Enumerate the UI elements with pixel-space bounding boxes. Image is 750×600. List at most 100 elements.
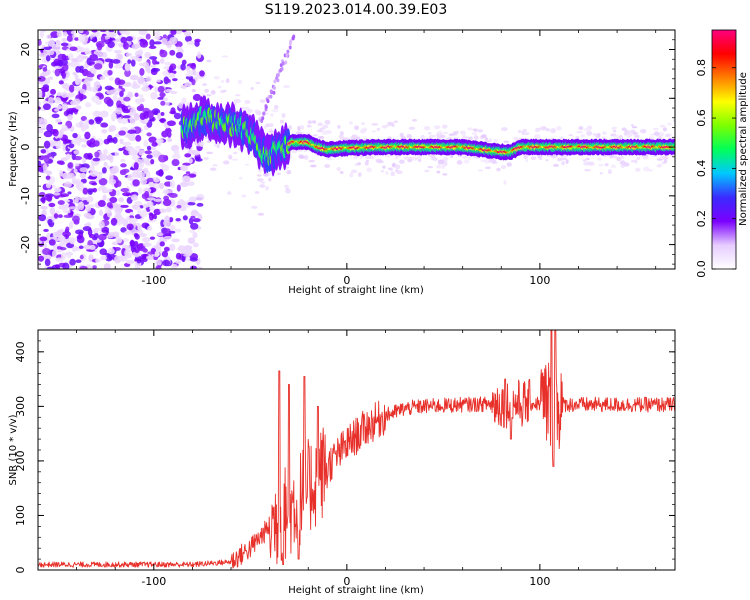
spectrogram-speckle: [122, 192, 131, 197]
spectrogram-speckle: [114, 151, 119, 157]
spectrogram-speckle: [180, 63, 186, 71]
spectrogram-speckle: [188, 158, 193, 164]
spectrogram-speckle: [144, 190, 150, 198]
spectrogram-speckle: [68, 84, 75, 93]
spectrogram-speckle: [94, 116, 103, 122]
spectrogram-speckle: [154, 35, 161, 40]
spectrogram-speckle: [366, 167, 372, 172]
spectrogram-speckle: [243, 106, 250, 110]
spectrogram-speckle: [142, 82, 150, 88]
spectrogram-speckle: [462, 156, 468, 159]
spectrogram-speckle: [91, 182, 98, 186]
spectrogram-speckle: [467, 127, 473, 131]
spectrogram-speckle: [74, 195, 79, 204]
spectrogram-speckle: [65, 153, 71, 160]
spectrogram-speckle: [523, 155, 528, 159]
spectrogram-speckle: [71, 215, 80, 223]
spectrogram-speckle: [612, 156, 619, 159]
spectrogram-speckle: [57, 132, 63, 139]
spectrogram-speckle: [312, 134, 318, 137]
spectrogram-speckle: [337, 124, 341, 129]
spectrogram-speckle: [103, 148, 108, 155]
spectrogram-speckle: [92, 187, 97, 193]
spectrogram-speckle: [53, 213, 59, 219]
spectrogram-speckle: [195, 157, 203, 162]
spectrogram-speckle: [143, 111, 150, 119]
spectrogram-speckle: [122, 237, 129, 242]
spectrogram-speckle: [61, 38, 67, 42]
spectrogram-speckle: [53, 192, 61, 196]
x-tick-label: 100: [529, 274, 550, 287]
spectrogram-speckle: [552, 163, 560, 167]
spectrogram-speckle: [126, 36, 133, 42]
spectrogram-speckle: [146, 132, 152, 137]
spectrogram-speckle: [260, 181, 266, 184]
spectrogram-speckle: [431, 155, 435, 161]
spectrogram-speckle: [67, 52, 74, 60]
snr-series-line: [38, 330, 675, 569]
spectrogram-speckle: [662, 127, 667, 132]
spectrogram-speckle: [175, 252, 182, 260]
spectrogram-speckle: [100, 51, 108, 58]
spectrogram-speckle: [196, 51, 202, 59]
spectrogram-speckle: [46, 123, 53, 132]
spectrogram-speckle: [38, 214, 47, 222]
spectrogram-speckle: [159, 49, 168, 58]
spectrogram-speckle: [452, 136, 460, 140]
spectrogram-speckle: [43, 130, 53, 138]
spectrogram-speckle: [349, 172, 354, 178]
spectrogram-speckle: [119, 138, 124, 145]
spectrogram-speckle: [150, 91, 158, 100]
colorbar-tick-label: 0.2: [695, 210, 708, 228]
spectrogram-speckle: [154, 250, 160, 257]
spectrogram-speckle: [361, 122, 365, 125]
spectrogram-speckle: [78, 30, 84, 34]
spectrogram-speckle: [484, 166, 492, 170]
spectrogram-speckle: [582, 159, 587, 162]
spectrogram-speckle: [146, 145, 152, 151]
spectrogram-speckle: [115, 107, 123, 115]
spectrogram-speckle: [272, 90, 276, 95]
spectrogram-speckle: [269, 128, 273, 131]
spectrogram-speckle: [62, 231, 71, 237]
spectrogram-speckle: [61, 71, 67, 79]
spectrogram-speckle: [57, 53, 66, 61]
spectrogram-speckle: [147, 225, 153, 231]
spectrogram-speckle: [428, 131, 432, 135]
spectrogram-speckle: [60, 91, 69, 98]
spectrogram-speckle: [168, 193, 178, 198]
spectrogram-speckle: [94, 228, 102, 232]
spectrogram-speckle: [185, 75, 194, 80]
spectrogram-speckle: [92, 265, 97, 269]
spectrogram-speckle: [141, 157, 150, 164]
spectrogram-speckle: [91, 30, 98, 33]
spectrogram-speckle: [338, 135, 344, 140]
spectrogram-speckle: [279, 119, 285, 124]
spectrogram-speckle: [38, 116, 43, 124]
spectrogram-speckle: [38, 255, 45, 262]
spectrogram-speckle: [56, 105, 63, 110]
spectrogram-speckle: [212, 164, 218, 167]
spectrogram-speckle: [441, 124, 448, 129]
spectrogram-speckle: [182, 215, 188, 221]
spectrogram-speckle: [113, 88, 122, 92]
spectrogram-speckle: [75, 259, 82, 264]
spectrogram-speckle: [164, 215, 170, 224]
spectrogram-speckle: [586, 131, 593, 136]
spectrogram-speckle: [473, 135, 479, 140]
spectrogram-speckle: [440, 134, 446, 139]
spectrogram-speckle: [257, 212, 265, 216]
spectrogram-speckle: [456, 160, 463, 165]
spectrogram-speckle: [196, 193, 205, 201]
spectrogram-speckle: [284, 60, 288, 65]
spectrogram-speckle: [124, 249, 130, 257]
spectrogram-speckle: [70, 238, 78, 242]
spectrogram-speckle: [262, 111, 266, 116]
spectrogram-speckle: [659, 155, 665, 160]
spectrogram-cells: [38, 30, 675, 269]
spectrogram-speckle: [62, 127, 69, 131]
spectrogram-speckle: [153, 198, 163, 202]
colorbar-ticks: 0.0 0.2 0.4 0.6 0.8: [695, 59, 736, 278]
spectrogram-speckle: [231, 158, 239, 161]
